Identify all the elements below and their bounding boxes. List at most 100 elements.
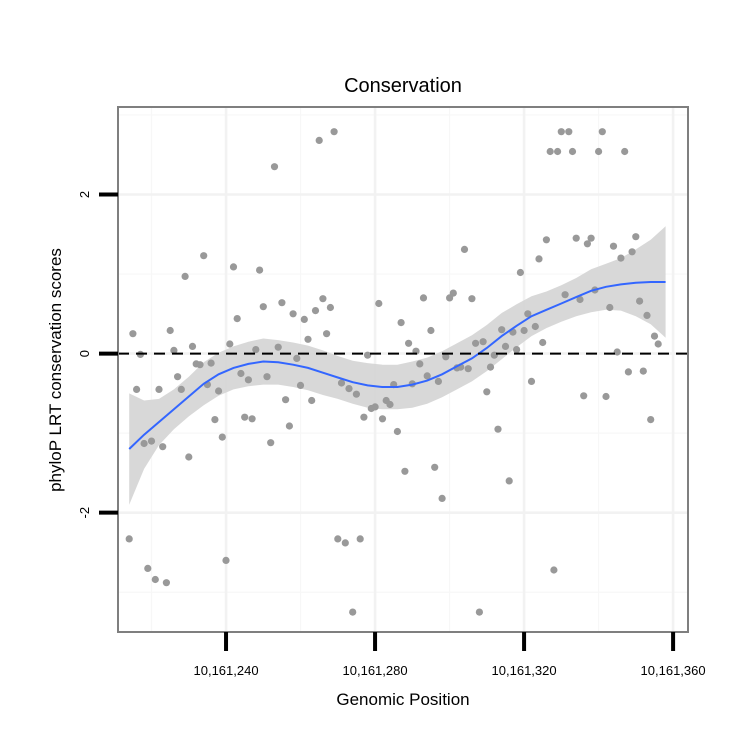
data-point [304, 335, 312, 343]
data-point [535, 255, 543, 263]
data-point [546, 147, 554, 156]
plot-frame [117, 106, 689, 633]
data-point [516, 268, 525, 277]
x-axis-ticks: 10,161,240 10,161,280 10,161,320 10,161,360 [194, 632, 706, 678]
x-tick-label: 10,161,320 [492, 663, 557, 678]
data-point [144, 564, 152, 573]
data-point [222, 556, 230, 565]
data-point [375, 299, 383, 308]
data-point [263, 373, 271, 381]
data-point [598, 128, 606, 136]
data-point [364, 351, 372, 359]
data-point [449, 289, 457, 297]
confidence-band-layer [129, 226, 666, 505]
data-point [442, 353, 450, 361]
data-point [334, 535, 342, 543]
y-tick-label: 2 [77, 191, 92, 198]
data-point [140, 439, 148, 448]
x-axis-title: Genomic Position [336, 690, 469, 709]
data-point [397, 319, 405, 327]
data-point [621, 147, 629, 156]
data-point [259, 303, 267, 311]
data-point [550, 566, 558, 574]
data-point [494, 425, 502, 433]
data-point [326, 303, 334, 312]
data-point [572, 234, 580, 242]
data-point [162, 579, 170, 587]
data-point [501, 342, 510, 350]
data-point [211, 416, 219, 424]
data-point [636, 297, 644, 305]
data-point [386, 400, 394, 409]
data-point [371, 403, 379, 411]
data-point [296, 381, 305, 389]
data-point [475, 608, 483, 616]
data-point [159, 443, 167, 451]
data-point [311, 307, 320, 315]
data-point [568, 147, 577, 156]
data-point [602, 392, 610, 401]
data-point [419, 294, 428, 302]
data-point [181, 272, 189, 280]
data-point [207, 359, 215, 367]
data-point [434, 377, 442, 385]
chart-title: Conservation [344, 75, 462, 97]
data-point [539, 338, 547, 347]
data-point [282, 396, 290, 404]
data-point [226, 340, 234, 348]
data-point [647, 416, 655, 424]
data-point [200, 252, 208, 260]
data-point [293, 354, 301, 362]
y-axis-title: phyloP LRT conservation scores [46, 248, 65, 492]
x-tick-label: 10,161,280 [343, 663, 408, 678]
data-point [617, 254, 625, 262]
confidence-band [129, 226, 666, 505]
data-point [427, 326, 435, 335]
data-point [323, 330, 331, 338]
data-point [133, 385, 141, 393]
data-point [341, 539, 349, 547]
data-point [580, 392, 588, 400]
data-point [378, 415, 387, 423]
data-point [218, 433, 226, 441]
data-point [639, 367, 647, 375]
data-point [554, 147, 562, 156]
data-point [505, 477, 513, 485]
data-point [129, 330, 137, 338]
data-point [285, 422, 293, 430]
data-point [460, 245, 469, 253]
smooth-line-layer [128, 281, 666, 450]
data-point [308, 396, 316, 405]
data-point [188, 342, 197, 350]
data-point [170, 346, 178, 354]
data-point [416, 360, 424, 368]
data-point [151, 575, 159, 584]
data-point [405, 339, 413, 347]
data-point [248, 415, 256, 423]
data-point [349, 608, 357, 616]
data-point [185, 453, 193, 461]
data-point [468, 295, 476, 303]
data-point [557, 128, 565, 136]
data-point [527, 377, 536, 385]
data-point [177, 385, 185, 393]
data-point [583, 240, 592, 248]
data-point [624, 368, 633, 376]
data-point [498, 326, 506, 334]
data-point [650, 332, 659, 340]
data-point [483, 388, 491, 396]
data-point [360, 413, 368, 421]
data-point [147, 437, 156, 445]
y-tick-label: 0 [77, 350, 92, 357]
data-point [587, 234, 595, 242]
data-point [654, 340, 662, 348]
data-point [289, 310, 297, 318]
data-point [252, 346, 260, 354]
data-point [609, 242, 618, 250]
data-point [256, 266, 264, 274]
data-point [531, 322, 539, 331]
data-point [300, 315, 308, 323]
y-tick-label: -2 [77, 507, 92, 519]
data-point [337, 379, 346, 387]
